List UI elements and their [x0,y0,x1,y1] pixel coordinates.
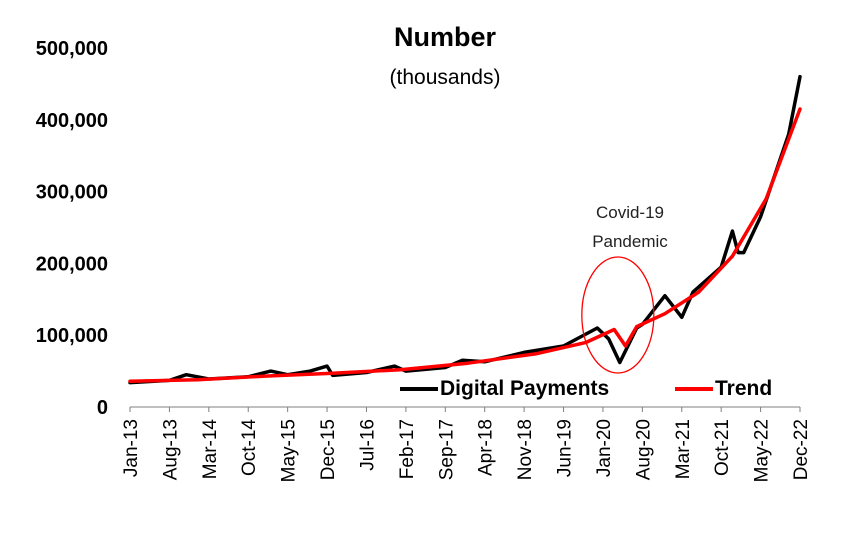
legend-label-trend: Trend [715,377,773,400]
covid-annotation-ellipse [581,256,655,374]
x-tick-label: May-22 [752,419,773,482]
series-line-trend [128,107,802,383]
x-tick-label: Nov-18 [515,419,536,480]
series-line-digital-payments [128,74,802,385]
y-tick-label: 0 [97,397,108,419]
x-tick-label: Jan-20 [594,419,615,477]
x-tick-label: Jul-16 [357,419,378,471]
y-tick-label: 400,000 [36,110,108,132]
x-tick-label: Dec-22 [791,419,812,480]
x-tick-label: Sep-17 [436,419,457,480]
x-tick-label: Oct-21 [712,419,733,476]
y-tick-label: 100,000 [36,325,108,347]
x-tick-label: Aug-20 [633,419,654,480]
x-tick-label: Dec-15 [318,419,339,480]
x-tick-label: Oct-14 [239,419,260,476]
chart-subtitle: (thousands) [389,66,501,89]
chart-title: Number [393,22,496,52]
x-tick-label: Jan-13 [121,419,142,477]
y-tick-label: 200,000 [36,253,108,275]
y-tick-label: 500,000 [36,38,108,60]
x-tick-label: Mar-14 [200,419,221,480]
x-tick-label: Aug-13 [160,419,181,480]
annotation-line-2: Pandemic [592,232,668,251]
x-tick-label: Jun-19 [555,419,576,477]
x-tick-label: Feb-17 [397,419,418,479]
x-tick-label: May-15 [279,419,300,482]
legend-label-digital-payments: Digital Payments [440,377,610,400]
y-tick-label: 300,000 [36,182,108,204]
annotation-line-1: Covid-19 [595,203,665,222]
x-tick-label: Mar-21 [673,419,694,479]
x-tick-label: Apr-18 [476,419,497,476]
